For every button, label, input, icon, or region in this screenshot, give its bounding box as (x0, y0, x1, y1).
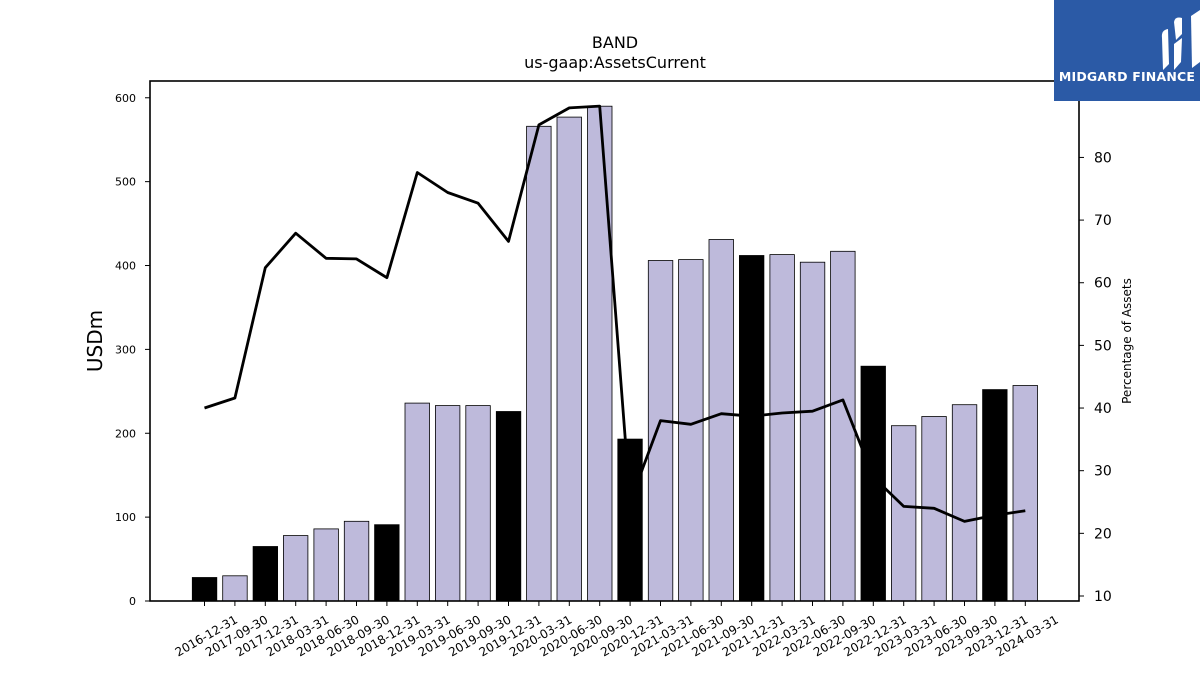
y2-tick-label: 10 (1094, 589, 1112, 605)
bar-2022-09-30 (830, 250, 856, 602)
plot-frame (149, 80, 1080, 602)
bar-2017-12-31 (252, 546, 279, 602)
bar-2024-03-31 (1012, 385, 1038, 602)
y2-axis: 10 20 30 40 50 60 70 80 (1079, 150, 1112, 605)
bar-2021-12-31 (739, 255, 765, 602)
y-tick-label: 300 (115, 343, 136, 356)
bar-2018-06-30 (313, 528, 339, 602)
bar-2016-12-31 (191, 577, 218, 602)
bar-2018-03-31 (282, 535, 309, 602)
bar-2022-06-30 (799, 261, 826, 602)
bars (191, 105, 1038, 602)
y-tick-label: 400 (115, 260, 136, 273)
y-tick-label: 600 (115, 92, 136, 105)
bar-2020-12-31 (617, 438, 643, 602)
bar-2018-09-30 (343, 520, 370, 602)
bar-2019-09-30 (465, 405, 491, 602)
y2-tick-label: 80 (1094, 150, 1112, 166)
logo-mark-icon (1161, 10, 1200, 70)
bar-2023-09-30 (951, 404, 978, 602)
chart-title: BAND (592, 33, 638, 52)
y2-tick-label: 40 (1094, 401, 1112, 417)
y2-axis-label: Percentage of Assets (1120, 278, 1134, 404)
bar-2023-03-31 (891, 425, 917, 602)
bar-2022-03-31 (769, 254, 795, 602)
midgard-finance-logo: MIDGARD FINANCE (1054, 0, 1200, 101)
y-tick-label: 100 (115, 511, 136, 524)
bar-2019-12-31 (495, 411, 522, 602)
bar-2019-06-30 (434, 405, 461, 602)
chart-subtitle: us-gaap:AssetsCurrent (524, 53, 706, 72)
y2-tick-label: 30 (1094, 464, 1112, 480)
bar-2020-09-30 (587, 105, 613, 602)
bar-2021-09-30 (708, 239, 734, 602)
percentage-line (204, 104, 1026, 523)
y2-tick-label: 50 (1094, 338, 1112, 354)
y2-tick-label: 20 (1094, 526, 1112, 542)
x-axis: 2016-12-312017-09-302017-12-312018-03-31… (173, 601, 1061, 659)
bar-2019-03-31 (404, 402, 430, 602)
bar-2023-12-31 (982, 389, 1008, 602)
y-axis: 0 100 200 300 400 500 600 (115, 92, 150, 608)
bar-2017-09-30 (222, 575, 248, 602)
bar-2021-03-31 (647, 260, 674, 602)
y2-tick-label: 70 (1094, 213, 1112, 229)
y2-tick-label: 60 (1094, 276, 1112, 292)
bar-2020-03-31 (526, 125, 552, 602)
y-tick-label: 500 (115, 176, 136, 189)
y-tick-label: 200 (115, 427, 136, 440)
bar-2020-06-30 (556, 116, 582, 602)
y-axis-label: USDm (83, 310, 107, 372)
bar-2018-12-31 (374, 524, 400, 602)
y-tick-label: 0 (129, 595, 136, 608)
logo-text: MIDGARD FINANCE (1058, 69, 1196, 84)
bar-2021-06-30 (678, 259, 704, 602)
